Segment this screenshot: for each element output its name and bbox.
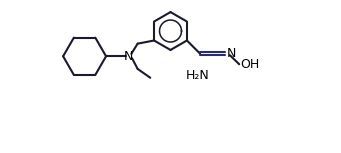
Text: N: N <box>227 47 236 60</box>
Text: H₂N: H₂N <box>186 69 209 82</box>
Text: N: N <box>124 50 133 63</box>
Text: OH: OH <box>240 58 260 71</box>
